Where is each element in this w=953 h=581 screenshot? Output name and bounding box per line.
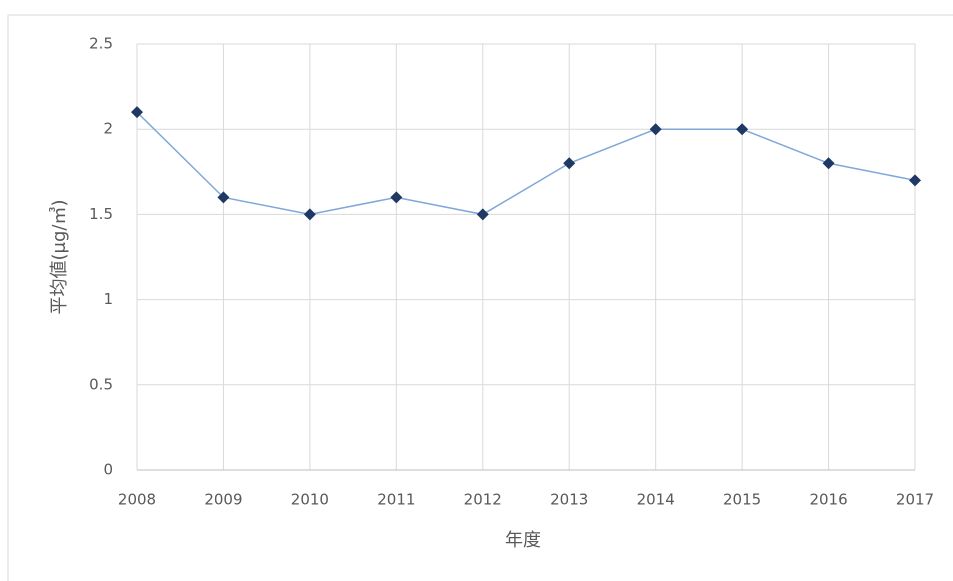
line [136,111,916,216]
x-tick-label: 2014 [637,491,675,509]
x-tick-label: 2015 [723,491,761,509]
marker [822,157,835,170]
y-tick-label: 2.5 [89,35,113,53]
x-tick-label: 2009 [204,491,242,509]
marker [563,157,576,170]
y-axis-title: 平均値(μg/㎥) [49,200,70,315]
y-tick-label: 2 [103,120,113,138]
y-tick-label: 1.5 [89,205,113,223]
marker [909,174,921,187]
y-tick-label: 0.5 [89,375,113,393]
x-tick-label: 2017 [896,491,934,509]
marker [390,191,403,204]
marker [736,123,749,136]
x-axis-title: 年度 [505,530,541,551]
marker [217,191,230,204]
x-tick-label: 2016 [809,491,847,509]
chart-frame [7,14,953,581]
marker [131,106,143,119]
marker [303,208,316,221]
x-tick-label: 2008 [118,491,156,509]
marker [476,208,489,221]
x-tick-label: 2012 [464,491,502,509]
x-tick-label: 2011 [377,491,415,509]
marker [649,123,662,136]
x-tick-label: 2010 [291,491,329,509]
y-tick-label: 1 [103,290,113,308]
y-tick-label: 0 [103,461,113,479]
x-tick-label: 2013 [550,491,588,509]
